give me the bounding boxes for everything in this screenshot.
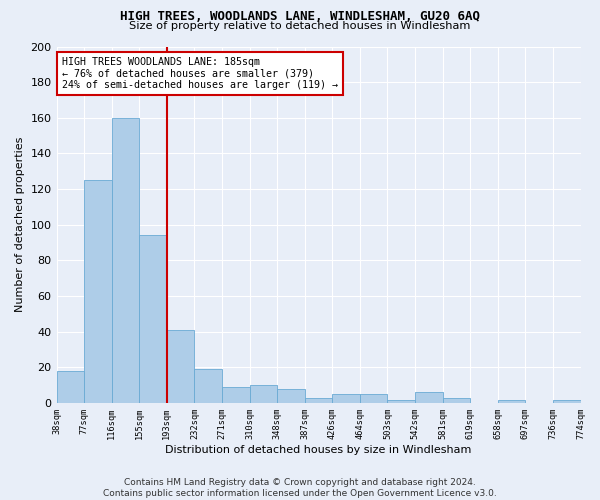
Bar <box>250 386 277 403</box>
Bar <box>443 398 470 403</box>
Y-axis label: Number of detached properties: Number of detached properties <box>15 137 25 312</box>
Bar <box>415 392 443 403</box>
Text: Size of property relative to detached houses in Windlesham: Size of property relative to detached ho… <box>130 21 470 31</box>
Text: Contains HM Land Registry data © Crown copyright and database right 2024.
Contai: Contains HM Land Registry data © Crown c… <box>103 478 497 498</box>
Bar <box>84 180 112 403</box>
Bar <box>112 118 139 403</box>
Text: HIGH TREES WOODLANDS LANE: 185sqm
← 76% of detached houses are smaller (379)
24%: HIGH TREES WOODLANDS LANE: 185sqm ← 76% … <box>62 57 338 90</box>
Bar <box>498 400 526 403</box>
Bar <box>305 398 332 403</box>
Bar <box>139 236 167 403</box>
Bar <box>222 387 250 403</box>
Bar <box>194 369 222 403</box>
X-axis label: Distribution of detached houses by size in Windlesham: Distribution of detached houses by size … <box>166 445 472 455</box>
Bar <box>277 389 305 403</box>
Text: HIGH TREES, WOODLANDS LANE, WINDLESHAM, GU20 6AQ: HIGH TREES, WOODLANDS LANE, WINDLESHAM, … <box>120 10 480 23</box>
Bar <box>553 400 581 403</box>
Bar <box>332 394 360 403</box>
Bar <box>388 400 415 403</box>
Bar <box>56 371 84 403</box>
Bar <box>360 394 388 403</box>
Bar <box>167 330 194 403</box>
